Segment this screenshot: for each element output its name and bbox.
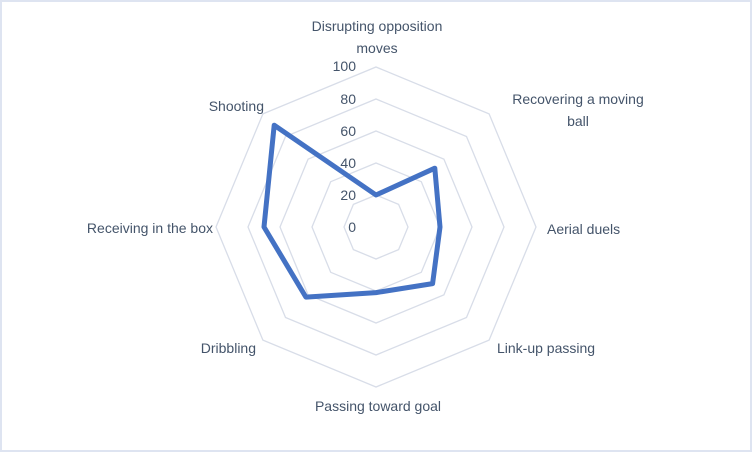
grid-ring-60 [279, 130, 473, 324]
category-label-receiving-in-the-box: Receiving in the box [86, 220, 213, 236]
grid-ring-40 [311, 162, 441, 292]
tick-label-0: 0 [348, 219, 356, 235]
tick-label-20: 20 [340, 187, 356, 203]
grid-ring-20 [343, 194, 409, 260]
category-label-disrupting-opposition-moves: Disrupting opposition moves [311, 18, 443, 56]
grid-ring-100 [215, 66, 537, 388]
category-label-dribbling: Dribbling [200, 340, 256, 356]
category-label-recovering-a-moving-ball: Recovering a moving ball [512, 91, 644, 129]
category-label-passing-toward-goal: Passing toward goal [314, 398, 442, 414]
category-label-shooting: Shooting [208, 98, 264, 114]
tick-label-80: 80 [340, 91, 356, 107]
tick-label-100: 100 [332, 58, 356, 74]
tick-label-40: 40 [340, 155, 356, 171]
tick-label-60: 60 [340, 123, 356, 139]
series-polygon-0 [261, 122, 443, 300]
category-label-link-up-passing: Link-up passing [497, 340, 596, 356]
category-label-aerial-duels: Aerial duels [547, 221, 621, 237]
grid-ring-80 [247, 98, 505, 356]
